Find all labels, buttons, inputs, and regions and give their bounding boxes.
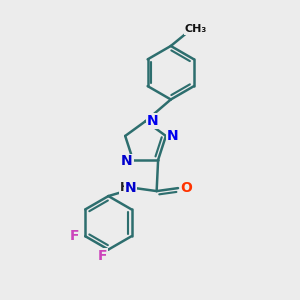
Text: N: N — [146, 114, 158, 128]
Text: N: N — [121, 154, 133, 168]
Text: F: F — [98, 249, 107, 263]
Text: H: H — [120, 181, 130, 194]
Text: N: N — [167, 129, 178, 143]
Text: F: F — [70, 229, 80, 243]
Text: CH₃: CH₃ — [185, 24, 207, 34]
Text: N: N — [125, 181, 136, 194]
Text: O: O — [180, 181, 192, 194]
